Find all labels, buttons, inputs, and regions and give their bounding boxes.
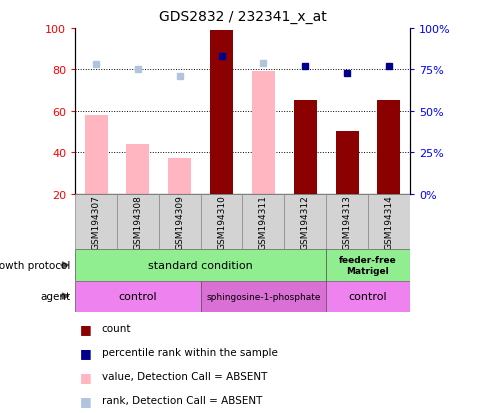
Text: GSM194307: GSM194307 bbox=[91, 195, 100, 249]
Text: GSM194308: GSM194308 bbox=[133, 195, 142, 249]
Bar bbox=[210, 31, 233, 194]
Text: GSM194311: GSM194311 bbox=[258, 195, 267, 249]
Text: ■: ■ bbox=[80, 394, 91, 407]
Bar bbox=[75, 194, 117, 250]
Text: sphingosine-1-phosphate: sphingosine-1-phosphate bbox=[206, 292, 320, 301]
Text: GSM194312: GSM194312 bbox=[300, 195, 309, 249]
Text: ■: ■ bbox=[80, 322, 91, 335]
Bar bbox=[367, 194, 409, 250]
Bar bbox=[75, 250, 325, 281]
Bar bbox=[325, 250, 409, 281]
Bar bbox=[117, 194, 158, 250]
Text: GSM194314: GSM194314 bbox=[384, 195, 393, 249]
Bar bbox=[200, 194, 242, 250]
Text: control: control bbox=[348, 291, 387, 301]
Bar bbox=[168, 159, 191, 194]
Bar bbox=[84, 116, 107, 194]
Text: GDS2832 / 232341_x_at: GDS2832 / 232341_x_at bbox=[158, 10, 326, 24]
Bar bbox=[158, 194, 200, 250]
Text: ■: ■ bbox=[80, 370, 91, 383]
Text: rank, Detection Call = ABSENT: rank, Detection Call = ABSENT bbox=[102, 395, 262, 405]
Text: growth protocol: growth protocol bbox=[0, 260, 70, 271]
Bar bbox=[325, 281, 409, 312]
Text: GSM194313: GSM194313 bbox=[342, 195, 351, 249]
Text: GSM194310: GSM194310 bbox=[217, 195, 226, 249]
Text: GSM194309: GSM194309 bbox=[175, 195, 184, 249]
Text: ■: ■ bbox=[80, 346, 91, 359]
Bar bbox=[251, 72, 274, 194]
Text: standard condition: standard condition bbox=[148, 260, 253, 271]
Text: agent: agent bbox=[40, 291, 70, 301]
Bar bbox=[242, 194, 284, 250]
Text: control: control bbox=[119, 291, 157, 301]
Bar bbox=[75, 281, 200, 312]
Bar bbox=[126, 145, 149, 194]
Bar bbox=[284, 194, 325, 250]
Text: value, Detection Call = ABSENT: value, Detection Call = ABSENT bbox=[102, 371, 267, 381]
Bar bbox=[200, 281, 325, 312]
Bar bbox=[335, 132, 358, 194]
Bar bbox=[293, 101, 316, 194]
Text: percentile rank within the sample: percentile rank within the sample bbox=[102, 347, 277, 357]
Text: feeder-free
Matrigel: feeder-free Matrigel bbox=[338, 256, 396, 275]
Bar bbox=[377, 101, 400, 194]
Bar bbox=[325, 194, 367, 250]
Text: count: count bbox=[102, 323, 131, 333]
